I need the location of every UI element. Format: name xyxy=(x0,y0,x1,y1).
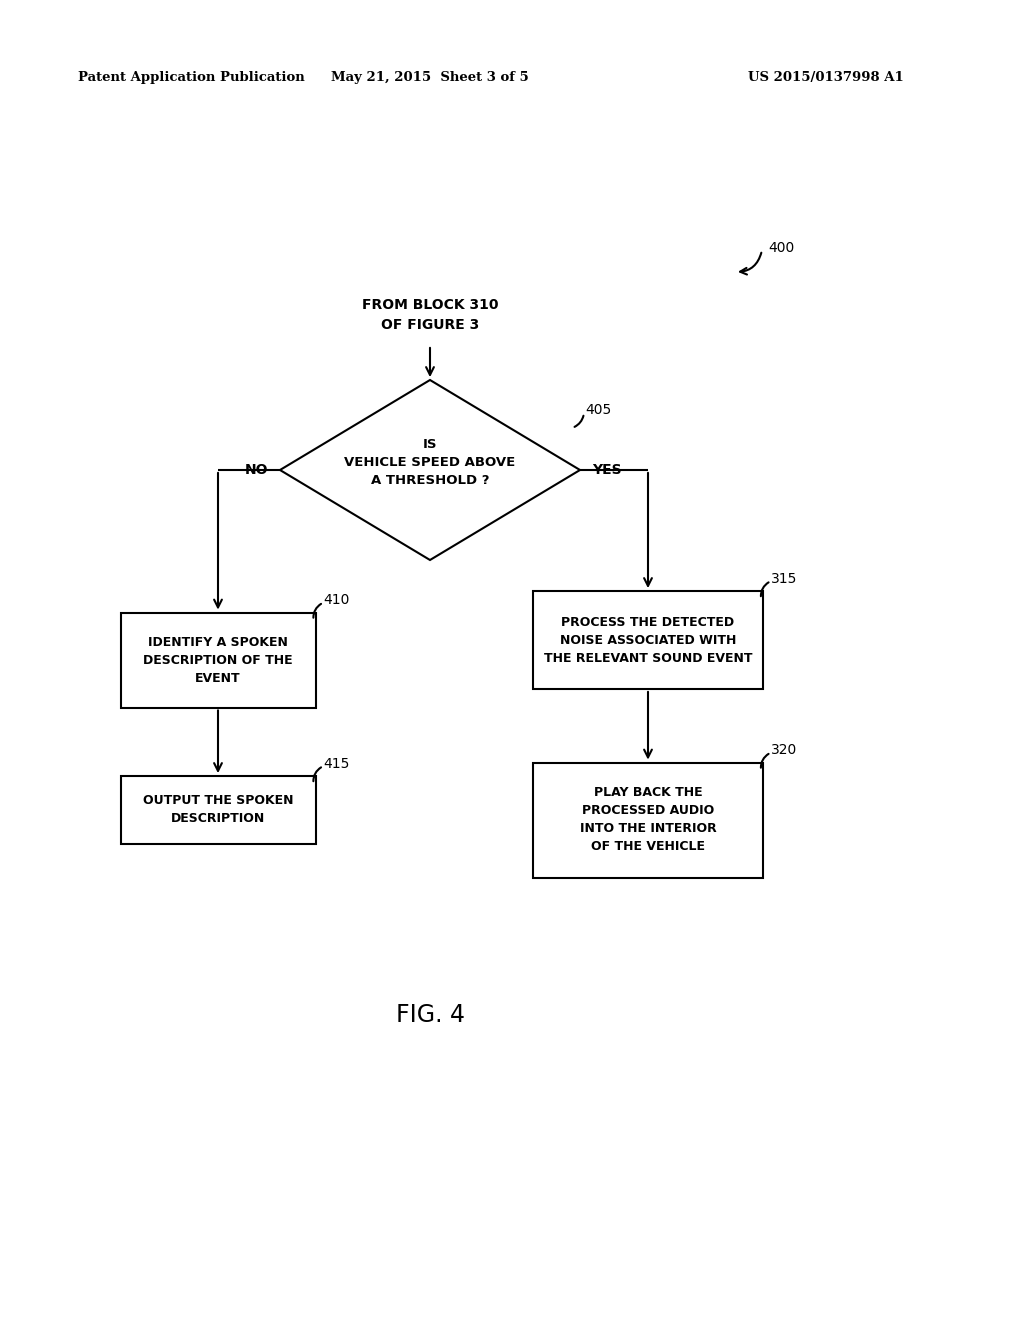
Text: May 21, 2015  Sheet 3 of 5: May 21, 2015 Sheet 3 of 5 xyxy=(331,71,528,84)
Text: YES: YES xyxy=(592,463,622,477)
Bar xyxy=(534,591,763,689)
Text: NO: NO xyxy=(245,463,268,477)
Text: FROM BLOCK 310
OF FIGURE 3: FROM BLOCK 310 OF FIGURE 3 xyxy=(361,298,499,331)
Text: Patent Application Publication: Patent Application Publication xyxy=(78,71,305,84)
Text: 405: 405 xyxy=(585,403,611,417)
Text: US 2015/0137998 A1: US 2015/0137998 A1 xyxy=(748,71,904,84)
Text: FIG. 4: FIG. 4 xyxy=(395,1003,465,1027)
Bar xyxy=(534,763,763,878)
Text: IDENTIFY A SPOKEN
DESCRIPTION OF THE
EVENT: IDENTIFY A SPOKEN DESCRIPTION OF THE EVE… xyxy=(143,635,293,685)
Text: 315: 315 xyxy=(771,572,798,586)
Text: 400: 400 xyxy=(768,242,795,255)
Text: PROCESS THE DETECTED
NOISE ASSOCIATED WITH
THE RELEVANT SOUND EVENT: PROCESS THE DETECTED NOISE ASSOCIATED WI… xyxy=(544,615,753,664)
Text: 320: 320 xyxy=(771,743,798,758)
Text: 415: 415 xyxy=(324,756,350,771)
Text: IS
VEHICLE SPEED ABOVE
A THRESHOLD ?: IS VEHICLE SPEED ABOVE A THRESHOLD ? xyxy=(344,437,516,487)
Text: 410: 410 xyxy=(324,594,350,607)
Text: PLAY BACK THE
PROCESSED AUDIO
INTO THE INTERIOR
OF THE VEHICLE: PLAY BACK THE PROCESSED AUDIO INTO THE I… xyxy=(580,787,717,854)
Text: OUTPUT THE SPOKEN
DESCRIPTION: OUTPUT THE SPOKEN DESCRIPTION xyxy=(142,795,293,825)
Bar xyxy=(121,776,315,843)
Bar xyxy=(121,612,315,708)
Polygon shape xyxy=(280,380,580,560)
